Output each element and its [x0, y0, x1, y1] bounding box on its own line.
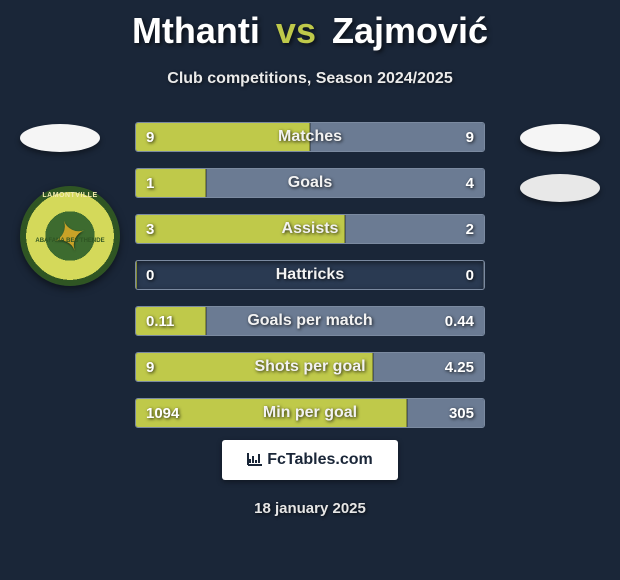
- bar-fill-right: [345, 215, 484, 243]
- bar-fill-right: [483, 261, 484, 289]
- stat-row: 99Matches: [135, 122, 485, 152]
- page-title: Mthanti vs Zajmović: [0, 0, 620, 52]
- bar-fill-left: [136, 215, 345, 243]
- stat-row: 0.110.44Goals per match: [135, 306, 485, 336]
- bar-fill-right: [206, 307, 484, 335]
- bar-fill-left: [136, 123, 310, 151]
- player1-flag-placeholder: [20, 124, 100, 152]
- stat-row: 14Goals: [135, 168, 485, 198]
- stat-value-left: 0: [146, 261, 154, 289]
- bar-fill-right: [310, 123, 484, 151]
- bar-fill-left: [136, 353, 373, 381]
- stat-label: Hattricks: [136, 261, 484, 289]
- bar-fill-left: [136, 169, 206, 197]
- bar-fill-left: [136, 307, 206, 335]
- bar-fill-left: [136, 261, 137, 289]
- player1-club-logo: LAMONTVILLE ✦ ABAFANA BES'THENDE: [20, 186, 120, 286]
- player2-name: Zajmović: [332, 10, 488, 51]
- subtitle: Club competitions, Season 2024/2025: [0, 70, 620, 88]
- stats-bars: 99Matches 14Goals 32Assists 0 0Hattricks 0.11…: [135, 122, 485, 444]
- club-logo-mid-text: ABAFANA BES'THENDE: [35, 238, 104, 244]
- chart-icon: [247, 452, 263, 469]
- brand-text: FcTables.com: [267, 451, 373, 469]
- stat-row: 1094305Min per goal: [135, 398, 485, 428]
- club-logo-top-text: LAMONTVILLE: [42, 192, 97, 199]
- footer-date: 18 january 2025: [0, 500, 620, 517]
- bar-fill-left: [136, 399, 407, 427]
- vs-label: vs: [276, 10, 316, 51]
- bar-fill-right: [206, 169, 484, 197]
- bar-fill-right: [373, 353, 484, 381]
- brand-badge[interactable]: FcTables.com: [222, 440, 398, 480]
- player1-name: Mthanti: [132, 10, 260, 51]
- arrows-icon: ✦: [45, 207, 95, 265]
- player2-club-placeholder: [520, 174, 600, 202]
- stat-value-right: 0: [466, 261, 474, 289]
- player2-flag-placeholder: [520, 124, 600, 152]
- stat-row: 94.25Shots per goal: [135, 352, 485, 382]
- stat-row: 0 0Hattricks: [135, 260, 485, 290]
- stat-row: 32Assists: [135, 214, 485, 244]
- bar-fill-right: [407, 399, 484, 427]
